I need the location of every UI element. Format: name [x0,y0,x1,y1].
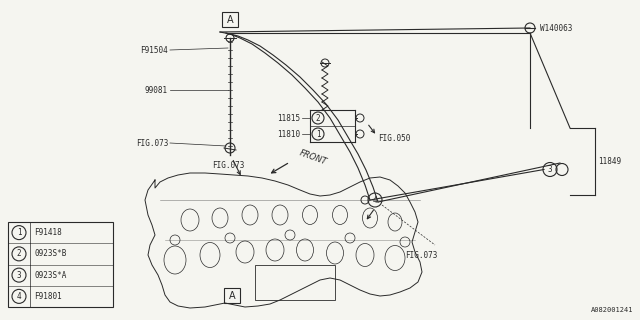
Text: W140063: W140063 [540,23,572,33]
Text: 4: 4 [17,292,21,301]
Bar [8,222,113,307]
Text: FIG.073: FIG.073 [212,161,244,170]
Text: FIG.073: FIG.073 [405,251,437,260]
Text: A082001241: A082001241 [591,307,633,313]
Bar [255,265,335,300]
Text: 2: 2 [17,249,21,258]
Text: 99081: 99081 [145,85,168,94]
Text: 3: 3 [548,165,552,174]
Text: 11815: 11815 [277,114,300,123]
Text: 2: 2 [316,114,320,123]
Text: F91801: F91801 [34,292,61,301]
Text: FRONT: FRONT [298,149,328,167]
Text: 1: 1 [17,228,21,237]
Bar [224,288,240,303]
Text: 11810: 11810 [277,130,300,139]
Text: 11849: 11849 [598,157,621,166]
Text: 4: 4 [372,196,378,204]
Text: F91418: F91418 [34,228,61,237]
Text: FIG.073: FIG.073 [136,139,168,148]
Text: 0923S*A: 0923S*A [34,271,67,280]
Bar [222,12,238,27]
Text: FIG.050: FIG.050 [378,133,410,142]
Text: 0923S*B: 0923S*B [34,249,67,258]
Text: A: A [227,15,234,25]
Text: 1: 1 [316,130,320,139]
Text: F91504: F91504 [140,45,168,54]
Text: 3: 3 [17,271,21,280]
Text: A: A [228,291,236,301]
